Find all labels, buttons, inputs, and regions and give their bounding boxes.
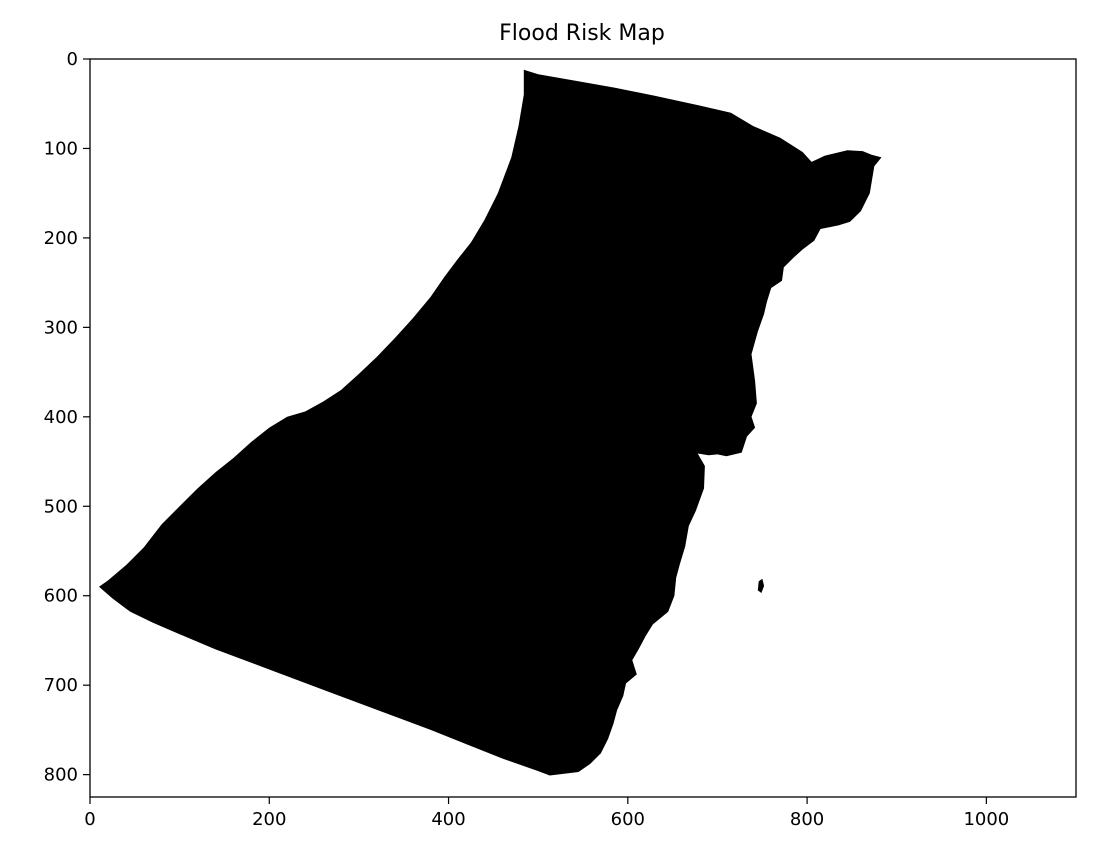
y-tick-label-5: 500 (44, 496, 78, 517)
x-tick-label-1: 200 (252, 809, 286, 830)
y-tick-label-8: 800 (44, 765, 78, 786)
y-tick-label-3: 300 (44, 317, 78, 338)
flood-region-0 (99, 69, 882, 776)
x-tick-label-2: 400 (431, 809, 465, 830)
y-axis: 0 100 200 300 400 500 600 700 800 (44, 49, 90, 786)
y-tick-label-4: 400 (44, 407, 78, 428)
y-tick-label-1: 100 (44, 138, 78, 159)
x-tick-label-3: 600 (611, 809, 645, 830)
x-axis: 0 200 400 600 800 1000 (84, 797, 1009, 830)
flood-regions (99, 69, 882, 776)
y-tick-label-7: 700 (44, 675, 78, 696)
y-tick-label-0: 0 (67, 49, 78, 70)
chart-title: Flood Risk Map (499, 21, 665, 46)
x-tick-label-5: 1000 (963, 809, 1009, 830)
x-tick-label-0: 0 (84, 809, 95, 830)
x-tick-label-4: 800 (790, 809, 824, 830)
flood-region-1 (757, 578, 765, 593)
y-tick-label-6: 600 (44, 586, 78, 607)
plot-frame (89, 58, 1077, 798)
y-tick-label-2: 200 (44, 228, 78, 249)
